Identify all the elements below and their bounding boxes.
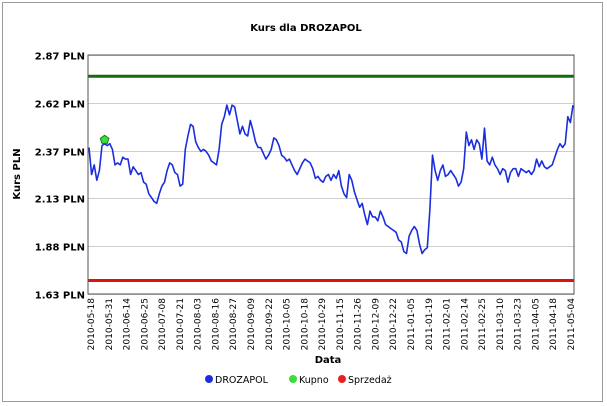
grid-lines <box>88 55 574 295</box>
plot-area-border <box>87 54 575 295</box>
x-tick-label: 2011-01-05 <box>407 298 417 350</box>
x-tick-labels: 2010-05-18 2010-05-31 2010-06-14 2010-06-25… <box>87 298 577 351</box>
x-tick-label: 2010-08-16 <box>211 298 221 351</box>
legend-dot <box>338 375 346 383</box>
x-tick-label: 2011-01-19 <box>425 298 435 351</box>
x-tick-label: 2011-04-05 <box>531 298 541 350</box>
x-tick-label: 2010-10-18 <box>300 298 310 351</box>
y-tick-label: 2.37 PLN <box>35 148 85 159</box>
price-chart: Kurs dla DROZAPOL Kurs PLN Data 1.63 PLN… <box>12 23 577 386</box>
x-tick-label: 2011-03-10 <box>496 298 506 351</box>
series-lines <box>88 104 574 255</box>
x-tick-label: 2010-06-25 <box>140 298 150 350</box>
x-tick-label: 2011-03-23 <box>514 298 524 350</box>
y-tick-label: 2.13 PLN <box>35 195 85 206</box>
x-tick-label: 2010-05-31 <box>105 298 115 350</box>
x-tick-label: 2010-09-22 <box>265 298 275 350</box>
x-tick-label: 2011-02-25 <box>478 298 488 350</box>
x-tick-label: 2011-02-14 <box>460 298 470 351</box>
series-line-drozapol <box>88 104 574 255</box>
x-tick-label: 2010-08-27 <box>229 298 239 350</box>
chart-title: Kurs dla DROZAPOL <box>250 23 362 34</box>
x-tick-label: 2010-11-15 <box>336 298 346 350</box>
x-tick-label: 2010-07-08 <box>158 298 168 351</box>
x-tick-label: 2011-02-01 <box>443 298 453 350</box>
x-tick-label: 2010-12-09 <box>371 298 381 351</box>
x-tick-label: 2010-06-14 <box>123 298 133 351</box>
signal-markers <box>99 134 110 144</box>
chart-frame: Kurs dla DROZAPOL Kurs PLN Data 1.63 PLN… <box>2 2 603 402</box>
legend-label: Kupno <box>299 375 329 386</box>
x-tick-label: 2010-10-05 <box>283 298 293 350</box>
x-tick-label: 2010-12-22 <box>389 298 399 350</box>
legend: DROZAPOL Kupno Sprzedaż <box>205 375 392 386</box>
buy-signal-marker <box>99 134 110 144</box>
y-axis-title: Kurs PLN <box>12 148 23 199</box>
x-tick-label: 2010-05-18 <box>87 298 97 351</box>
x-tick-label: 2010-07-21 <box>176 298 186 350</box>
legend-dot <box>289 375 297 383</box>
y-tick-label: 1.63 PLN <box>35 291 85 302</box>
x-tick-label: 2010-09-09 <box>247 298 257 351</box>
y-tick-label: 2.62 PLN <box>35 100 85 111</box>
y-tick-labels: 1.63 PLN 1.88 PLN 2.13 PLN 2.37 PLN 2.62 PLN… <box>35 52 85 302</box>
x-tick-label: 2010-08-03 <box>194 298 204 350</box>
legend-dot <box>205 375 213 383</box>
x-axis-title: Data <box>315 355 342 366</box>
y-tick-label: 1.88 PLN <box>35 243 85 254</box>
x-tick-label: 2011-04-18 <box>549 298 559 351</box>
legend-label: Sprzedaż <box>348 375 392 386</box>
x-tick-label: 2010-11-26 <box>354 298 364 351</box>
y-tick-label: 2.87 PLN <box>35 52 85 63</box>
x-tick-label: 2011-05-04 <box>567 298 577 351</box>
legend-label: DROZAPOL <box>215 375 269 386</box>
reference-lines <box>88 74 574 283</box>
x-tick-label: 2010-10-29 <box>318 298 328 351</box>
